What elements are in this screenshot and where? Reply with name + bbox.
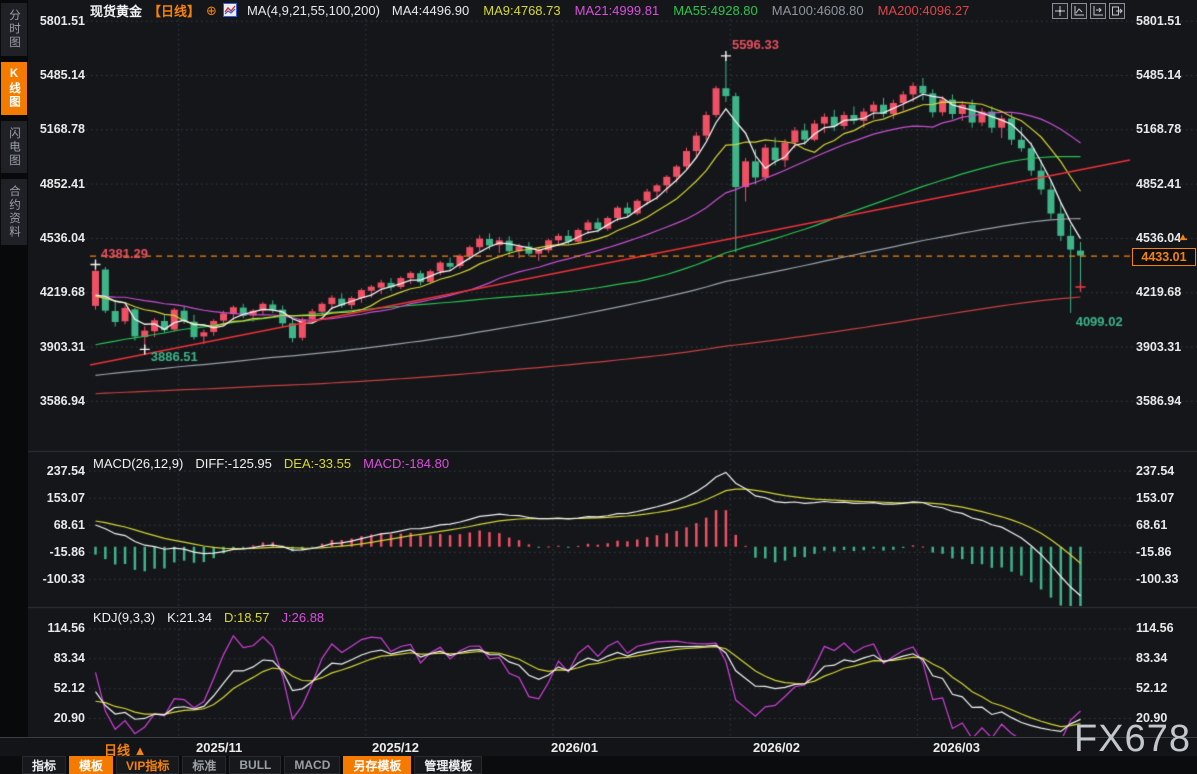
- axis-tick-label: 3903.31: [39, 339, 85, 354]
- axis-tick-label: 5168.78: [1136, 122, 1182, 137]
- axis-tick-label: 68.61: [1136, 517, 1168, 532]
- ma-value-label: MA100:4608.80: [771, 2, 864, 18]
- kdj-j-value: J:26.88: [281, 610, 325, 625]
- brand-watermark: FX678: [1074, 718, 1191, 760]
- toolbar-item-另存模板[interactable]: 另存模板: [343, 756, 412, 774]
- chart-type-icon[interactable]: [222, 3, 237, 17]
- kdj-title: KDJ(9,3,3): [93, 610, 156, 625]
- ma-value-label: MA21:4999.81: [574, 2, 660, 18]
- date-label: 2025/11: [196, 740, 243, 755]
- axis-tick-label: 52.12: [1136, 681, 1168, 696]
- ma-values-row: MA4:4496.90 MA9:4768.73 MA21:4999.81 MA55:4…: [392, 3, 969, 18]
- current-price-marker: 4433.01: [1132, 247, 1196, 266]
- macd-dea-value: DEA:-33.55: [283, 456, 352, 471]
- chart-mode-sidebar: 分时图 K线图闪电图合约资料: [0, 0, 28, 737]
- axis-tick-label: 4219.68: [1136, 285, 1182, 300]
- ma-value-label: MA9:4768.73: [483, 2, 561, 18]
- export-chart-icon[interactable]: [1109, 3, 1125, 19]
- time-axis-row: 日线 ▲ 2025/11 2025/12 2026/01 2026/02 2026/03: [0, 737, 1197, 758]
- axis-tick-label: 5801.51: [39, 13, 85, 28]
- date-label: 2026/03: [933, 740, 980, 755]
- candlestick-chart-canvas[interactable]: [0, 0, 1197, 737]
- fit-chart-icon[interactable]: [1071, 3, 1087, 19]
- axis-tick-label: 114.56: [1136, 621, 1174, 636]
- axis-tick-label: -100.33: [42, 571, 85, 586]
- toolbar-item-VIP指标[interactable]: VIP指标: [116, 756, 180, 774]
- chart-titlebar: 现货黄金 【日线】 ⊕ MA(4,9,21,55,100,200) MA4:44…: [90, 2, 969, 19]
- move-icon[interactable]: [1052, 3, 1068, 19]
- axis-tick-label: 20.90: [53, 711, 85, 725]
- axis-tick-label: 153.07: [1136, 490, 1175, 505]
- axis-tick-label: 3586.94: [39, 393, 85, 408]
- period-tag: 【日线】: [148, 3, 201, 19]
- window-toolbar-icons: [1052, 3, 1125, 19]
- circle-plus-icon[interactable]: ⊕: [206, 2, 217, 18]
- sidebar-tab-分时图[interactable]: 分时图: [1, 3, 27, 56]
- axis-tick-label: 237.54: [1136, 463, 1175, 478]
- sidebar-tab-K线图[interactable]: K线图: [1, 61, 27, 115]
- toolbar-item-指标[interactable]: 指标: [22, 756, 67, 774]
- axis-tick-label: 68.61: [53, 517, 85, 532]
- sidebar-tab-合约资料[interactable]: 合约资料: [1, 179, 27, 245]
- toolbar-item-BULL[interactable]: BULL: [229, 756, 282, 774]
- axis-tick-label: 153.07: [46, 490, 85, 505]
- symbol-title: 现货黄金: [90, 3, 143, 19]
- kdj-d-value: D:18.57: [223, 610, 270, 625]
- toolbar-item-标准[interactable]: 标准: [182, 756, 227, 774]
- axis-tick-label: 52.12: [53, 681, 85, 696]
- axis-tick-label: 5801.51: [1136, 13, 1182, 28]
- axis-tick-label: -100.33: [1136, 571, 1179, 586]
- axis-tick-label: 237.54: [46, 463, 85, 478]
- bottom-toolbar: 指标 模板 VIP指标 标准 BULL MACD 另存模板 管理模板: [0, 756, 1197, 774]
- macd-panel-header: MACD(26,12,9) DIFF:-125.95 DEA:-33.55 MA…: [93, 456, 449, 471]
- date-label: 2026/01: [551, 740, 598, 755]
- axis-tick-label: 5485.14: [1136, 68, 1182, 82]
- axis-tick-label: 4536.04: [1136, 230, 1182, 245]
- latest-bar-icon[interactable]: [1090, 3, 1106, 19]
- kdj-panel-header: KDJ(9,3,3) K:21.34 D:18.57 J:26.88: [93, 610, 324, 625]
- macd-title: MACD(26,12,9): [93, 456, 184, 471]
- kdj-k-value: K:21.34: [167, 610, 212, 625]
- date-label: 2025/12: [372, 740, 419, 755]
- axis-tick-label: 4219.68: [39, 285, 85, 300]
- toolbar-item-MACD[interactable]: MACD: [284, 756, 341, 774]
- axis-tick-label: -15.86: [1136, 544, 1172, 559]
- toolbar-item-模板[interactable]: 模板: [69, 756, 114, 774]
- macd-bar-value: MACD:-184.80: [363, 456, 450, 471]
- axis-tick-label: 4852.41: [1136, 176, 1182, 191]
- ma-value-label: MA55:4928.80: [673, 2, 758, 18]
- axis-tick-label: -15.86: [49, 544, 85, 559]
- axis-tick-label: 3586.94: [1136, 393, 1182, 408]
- axis-tick-label: 20.90: [1136, 711, 1168, 725]
- scroll-to-price-arrow-icon[interactable]: ▲ ▔: [1178, 231, 1188, 251]
- axis-tick-label: 4852.41: [39, 176, 85, 191]
- axis-tick-label: 83.34: [1136, 651, 1168, 666]
- macd-diff-value: DIFF:-125.95: [195, 456, 272, 471]
- axis-tick-label: 5485.14: [39, 68, 85, 82]
- axis-tick-label: 5168.78: [39, 122, 85, 137]
- ma-value-label: MA4:4496.90: [391, 2, 470, 18]
- axis-tick-label: 3903.31: [1136, 339, 1182, 354]
- ma-settings-label: MA(4,9,21,55,100,200): [246, 2, 380, 18]
- date-label: 2026/02: [753, 740, 800, 755]
- sidebar-tab-闪电图[interactable]: 闪电图: [1, 120, 27, 173]
- axis-tick-label: 83.34: [53, 651, 85, 666]
- ma-value-label: MA200:4096.27: [877, 2, 970, 18]
- axis-tick-label: 4536.04: [39, 230, 85, 245]
- axis-tick-label: 114.56: [47, 621, 85, 636]
- toolbar-item-管理模板[interactable]: 管理模板: [414, 756, 483, 774]
- period-selector[interactable]: 日线 ▲: [104, 743, 147, 758]
